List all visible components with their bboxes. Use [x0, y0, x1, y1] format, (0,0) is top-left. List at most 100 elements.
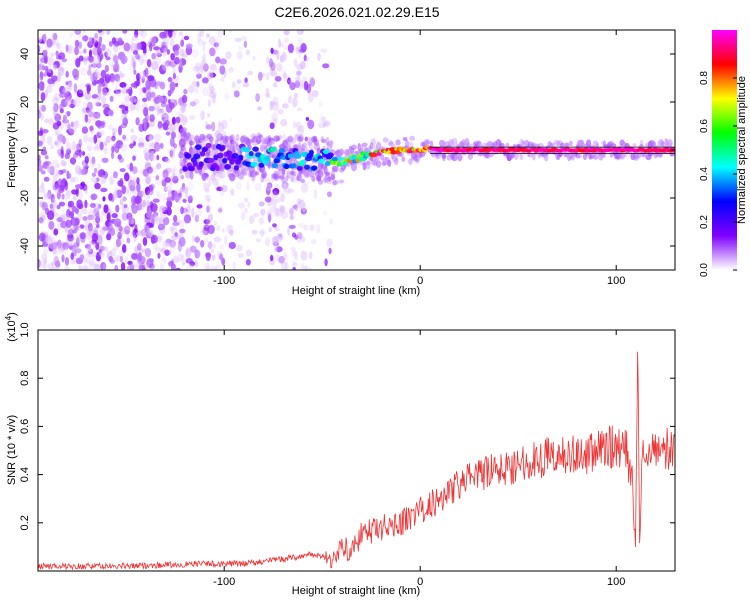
spectrogram-cell	[320, 48, 328, 53]
spectrogram-cell	[75, 233, 81, 244]
spectrogram-cell	[38, 36, 43, 43]
spectrogram-cell	[81, 126, 89, 134]
spectrogram-cell	[56, 163, 60, 168]
spectrogram-cell	[305, 116, 310, 121]
spectrogram-cell	[82, 30, 87, 34]
spectrogram-y-axis-label: Frequency (Hz)	[6, 112, 18, 188]
spectrogram-cell	[592, 154, 599, 160]
spectrogram-cell	[88, 261, 96, 267]
spectrogram-cell	[50, 242, 58, 250]
spectrogram-cell	[207, 213, 214, 222]
spectrogram-cell	[53, 266, 60, 270]
spectrogram-cell	[124, 106, 129, 111]
spectrogram-cell	[300, 263, 305, 270]
spectrogram-cell	[108, 40, 113, 47]
spectrogram-cell	[200, 60, 207, 70]
spectrogram-cell	[183, 35, 190, 41]
spectrogram-cell	[74, 165, 82, 175]
spectrogram-cell	[108, 256, 114, 262]
spectrogram-cell	[82, 264, 88, 270]
spectrogram-cell	[89, 240, 95, 246]
spectrogram-cell	[138, 142, 145, 147]
spectrogram-cell	[97, 30, 103, 33]
spectrogram-cell	[208, 83, 213, 90]
spectrogram-cell	[209, 63, 217, 71]
spectrogram-cell	[657, 139, 665, 147]
spectrogram-cell	[149, 258, 154, 263]
spectrogram-cell	[243, 40, 248, 48]
spectrogram-cell	[95, 251, 102, 262]
spectrogram-cell	[140, 30, 147, 39]
spectrogram-cell	[229, 143, 235, 153]
spectrogram-cell	[74, 39, 80, 48]
spectrogram-cell	[271, 198, 278, 208]
spectrogram-cell	[233, 165, 239, 171]
spectrogram-cell	[284, 261, 289, 270]
spectrogram-cell	[316, 224, 321, 234]
spectrogram-cell	[130, 219, 136, 225]
spectrogram-cell	[103, 147, 108, 155]
spectrogram-cell	[97, 46, 102, 56]
spectrogram-cell	[219, 170, 226, 179]
spectrogram-cell	[54, 165, 58, 175]
spectrogram-cell	[135, 117, 140, 126]
snr-y-ticks: 1.0 0.8 0.6 0.4 0.2	[19, 322, 675, 530]
colorbar: 0.0 0.2 0.4 0.6 0.8 Normalized spectral ampl…	[699, 30, 748, 277]
spectrogram-cell	[232, 142, 239, 147]
spectrogram-cell	[182, 166, 188, 172]
spectrogram-cell	[115, 238, 122, 248]
spectrogram-cell	[96, 131, 102, 139]
spectrogram-cell	[70, 189, 79, 195]
spectrogram-cell	[100, 95, 107, 105]
spectrogram-cell	[228, 66, 234, 74]
spectrogram-cell	[214, 130, 222, 139]
spectrogram-cell	[80, 67, 87, 76]
spectrogram-cell	[276, 63, 283, 72]
spectrogram-cell	[205, 142, 212, 149]
spectrogram-cell	[77, 189, 83, 200]
spectrogram-cell	[208, 136, 214, 142]
spectrogram-cell	[105, 48, 112, 58]
spectrogram-cell	[82, 101, 88, 109]
spectrogram-cell	[173, 143, 178, 149]
spectrogram-cell	[180, 115, 188, 124]
spectrogram-cell	[151, 154, 158, 162]
spectrogram-cell	[197, 38, 204, 47]
spectrogram-cell	[137, 87, 143, 98]
spectrogram-cell	[150, 202, 158, 213]
spectrogram-cell	[220, 184, 228, 193]
spectrogram-cell	[117, 77, 121, 83]
spectrogram-cell	[61, 207, 66, 217]
spectrogram-cell	[210, 63, 218, 74]
spectrogram-cell	[143, 148, 150, 157]
spectrogram-cell	[164, 158, 171, 163]
spectrogram-cell	[178, 151, 185, 159]
spectrogram-cell	[159, 262, 164, 270]
spectrogram-cell	[263, 138, 269, 145]
spectrogram-cell	[243, 197, 249, 203]
spectrogram-cell	[307, 92, 314, 103]
spectrogram-cell	[284, 138, 289, 145]
spectrogram-cell	[56, 42, 61, 50]
spectrogram-cell	[81, 266, 89, 270]
spectrogram-cell	[292, 259, 296, 268]
spectrogram-cell	[64, 225, 68, 233]
spectrogram-cell	[278, 134, 282, 140]
spectrogram-cell	[150, 60, 159, 71]
spectrogram-cell	[265, 183, 272, 191]
spectrogram-cell	[54, 141, 59, 146]
spectrogram-cell	[130, 134, 138, 141]
spectrogram-cell	[257, 134, 264, 139]
spectrogram-cell	[188, 84, 195, 94]
spectrogram-cell	[106, 212, 111, 222]
spectrogram-cell	[234, 37, 242, 42]
spectrogram-cell	[66, 208, 71, 218]
spectrogram-cell	[211, 170, 216, 178]
spectrogram-cell	[188, 140, 195, 146]
spectrogram-cell	[457, 153, 463, 162]
spectrogram-cell	[328, 247, 332, 255]
spectrogram-cell	[217, 122, 225, 133]
spectrogram-cell	[464, 138, 470, 147]
spectrogram-cell	[307, 141, 313, 147]
spectrogram-cell	[181, 115, 188, 126]
